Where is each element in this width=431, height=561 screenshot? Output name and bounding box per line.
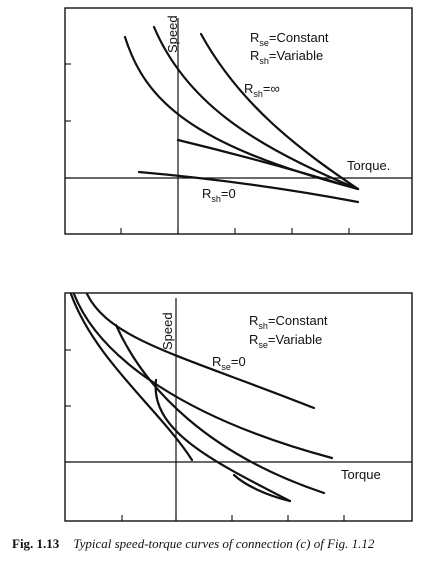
bottom-rsh-sub: sh — [258, 321, 268, 331]
top-curve-4 — [176, 138, 360, 191]
top-rse-sub: se — [259, 38, 269, 48]
bottom-rsh-r: R — [249, 313, 258, 328]
figure-caption: Fig. 1.13 Typical speed-torque curves of … — [12, 536, 374, 552]
top-plot: Speed Torque. Rse=Constant Rsh=Variable … — [64, 7, 413, 235]
bottom-rse-zero-rest: =0 — [231, 354, 246, 369]
bottom-curve-6 — [232, 473, 292, 503]
top-rsh-infinite-rest: =∞ — [263, 81, 280, 96]
top-curve-5 — [137, 170, 360, 204]
bottom-rse-variable-rest: =Variable — [268, 332, 322, 347]
top-rsh-variable-r: R — [250, 48, 259, 63]
bottom-speed-label: Speed — [160, 312, 175, 350]
top-rsh-variable-rest: =Variable — [269, 48, 323, 63]
bottom-rse-variable-label: Rse=Variable — [249, 332, 322, 350]
bottom-curve-2 — [72, 292, 334, 460]
top-curve-3 — [199, 32, 360, 191]
bottom-curve-3 — [114, 323, 326, 495]
bottom-rse-variable-r: R — [249, 332, 258, 347]
top-curve-2 — [152, 25, 360, 191]
figure-number: Fig. 1.13 — [12, 536, 60, 551]
top-torque-label: Torque. — [347, 158, 390, 173]
bottom-rse-variable-sub: se — [258, 340, 268, 350]
top-ticks — [65, 63, 350, 234]
top-rsh-zero-r: R — [202, 186, 211, 201]
top-rse-r: R — [250, 30, 259, 45]
bottom-torque-label: Torque — [341, 467, 381, 482]
top-rsh-infinite-sub: sh — [253, 89, 263, 99]
bottom-curve-1 — [85, 292, 316, 410]
top-rse-constant-label: Rse=Constant — [250, 30, 329, 48]
bottom-rse-zero-sub: se — [221, 362, 231, 372]
bottom-rsh-rest: =Constant — [268, 313, 328, 328]
bottom-plot: Speed Torque Rsh=Constant Rse=Variable R… — [64, 292, 413, 522]
bottom-curve-5 — [154, 378, 292, 503]
top-speed-label: Speed — [165, 15, 180, 53]
bottom-curve-4 — [69, 292, 194, 462]
bottom-rse-zero-label: Rse=0 — [212, 354, 246, 372]
top-rsh-zero-label: Rsh=0 — [202, 186, 236, 204]
top-rse-rest: =Constant — [269, 30, 329, 45]
bottom-rse-zero-r: R — [212, 354, 221, 369]
bottom-rsh-constant-label: Rsh=Constant — [249, 313, 328, 331]
top-rsh-zero-sub: sh — [211, 194, 221, 204]
bottom-plot-frame — [64, 292, 413, 522]
figure-caption-text: Typical speed-torque curves of connectio… — [73, 536, 375, 551]
top-rsh-variable-label: Rsh=Variable — [250, 48, 323, 66]
top-rsh-zero-rest: =0 — [221, 186, 236, 201]
top-plot-frame — [64, 7, 413, 235]
top-rsh-variable-sub: sh — [259, 56, 269, 66]
top-rsh-infinite-label: Rsh=∞ — [244, 81, 280, 99]
top-rsh-infinite-r: R — [244, 81, 253, 96]
bottom-ticks — [65, 349, 345, 521]
